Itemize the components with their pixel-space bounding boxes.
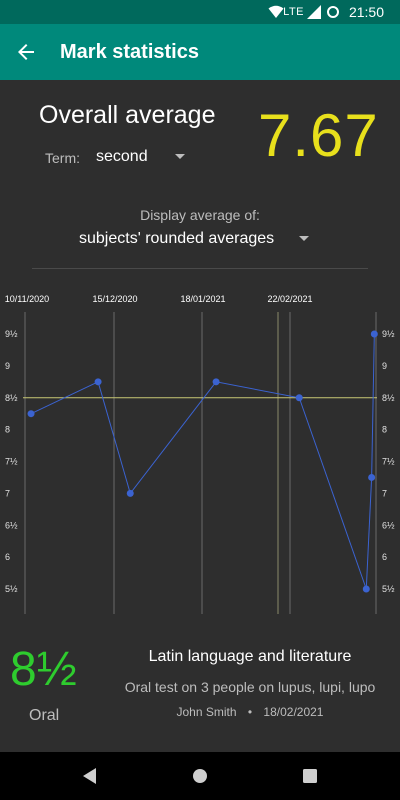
display-average-select[interactable]: subjects' rounded averages <box>79 230 275 247</box>
y-tick-label: 9 <box>382 361 387 371</box>
data-point[interactable] <box>368 473 376 481</box>
selected-mark-teacher: John Smith <box>176 705 237 719</box>
y-tick-label: 8½ <box>382 393 395 403</box>
data-point[interactable] <box>212 378 220 386</box>
x-tick-label: 22/02/2021 <box>267 294 312 304</box>
chevron-down-icon[interactable] <box>299 236 309 241</box>
overall-average-value: 7.67 <box>258 102 379 169</box>
selected-mark-description: Oral test on 3 people on lupus, lupi, lu… <box>124 679 376 695</box>
wifi-icon <box>268 5 284 18</box>
y-tick-label: 5½ <box>382 584 395 594</box>
selected-mark-value: 8½ <box>10 643 77 696</box>
y-tick-label: 6½ <box>382 520 395 530</box>
display-average-label: Display average of: <box>140 207 260 223</box>
data-point[interactable] <box>94 378 102 386</box>
meta-separator: • <box>247 705 253 719</box>
divider <box>32 268 368 269</box>
x-tick-label: 18/01/2021 <box>180 294 225 304</box>
y-tick-label: 9 <box>5 361 10 371</box>
data-point[interactable] <box>27 410 35 418</box>
y-tick-label: 6 <box>382 552 387 562</box>
x-tick-label: 10/11/2020 <box>5 294 49 304</box>
y-tick-label: 9½ <box>5 329 18 339</box>
nav-back-icon[interactable] <box>78 764 102 788</box>
y-tick-label: 7½ <box>382 457 395 467</box>
data-point[interactable] <box>362 585 370 593</box>
marks-chart[interactable]: 10/11/2020 15/12/2020 18/01/2021 22/02/2021… <box>0 290 400 616</box>
chevron-down-icon[interactable] <box>175 154 185 159</box>
y-tick-label: 8 <box>5 425 10 435</box>
nav-recents-icon[interactable] <box>298 764 322 788</box>
network-type: LTE <box>283 6 304 18</box>
data-point[interactable] <box>295 394 303 402</box>
x-tick-label: 15/12/2020 <box>92 294 137 304</box>
y-tick-label: 9½ <box>382 329 395 339</box>
data-point[interactable] <box>370 330 378 338</box>
term-select[interactable]: second <box>96 148 148 165</box>
y-tick-label: 8 <box>382 425 387 435</box>
page-title: Mark statistics <box>60 41 199 63</box>
selected-mark-date: 18/02/2021 <box>263 705 324 719</box>
y-tick-label: 7 <box>382 488 387 498</box>
selected-mark-subject: Latin language and literature <box>148 648 352 665</box>
term-label: Term: <box>45 150 80 166</box>
nav-home-icon[interactable] <box>188 764 212 788</box>
y-tick-label: 7½ <box>5 457 18 467</box>
navigation-bar <box>0 752 400 800</box>
battery-icon <box>327 6 339 18</box>
y-tick-label: 7 <box>5 488 10 498</box>
y-tick-label: 5½ <box>5 584 18 594</box>
y-tick-label: 8½ <box>5 393 18 403</box>
status-bar: LTE 21:50 <box>0 0 400 24</box>
selected-mark-type: Oral <box>29 707 60 724</box>
app-bar: Mark statistics <box>0 24 400 80</box>
status-time: 21:50 <box>348 4 384 20</box>
data-point[interactable] <box>126 489 134 497</box>
series-line <box>30 333 375 590</box>
overall-average-label: Overall average <box>39 101 216 129</box>
back-arrow-icon[interactable] <box>14 40 38 64</box>
signal-icon <box>307 5 321 19</box>
y-tick-label: 6 <box>5 552 10 562</box>
y-tick-label: 6½ <box>5 520 18 530</box>
selected-mark-meta: John Smith • 18/02/2021 <box>100 705 400 719</box>
